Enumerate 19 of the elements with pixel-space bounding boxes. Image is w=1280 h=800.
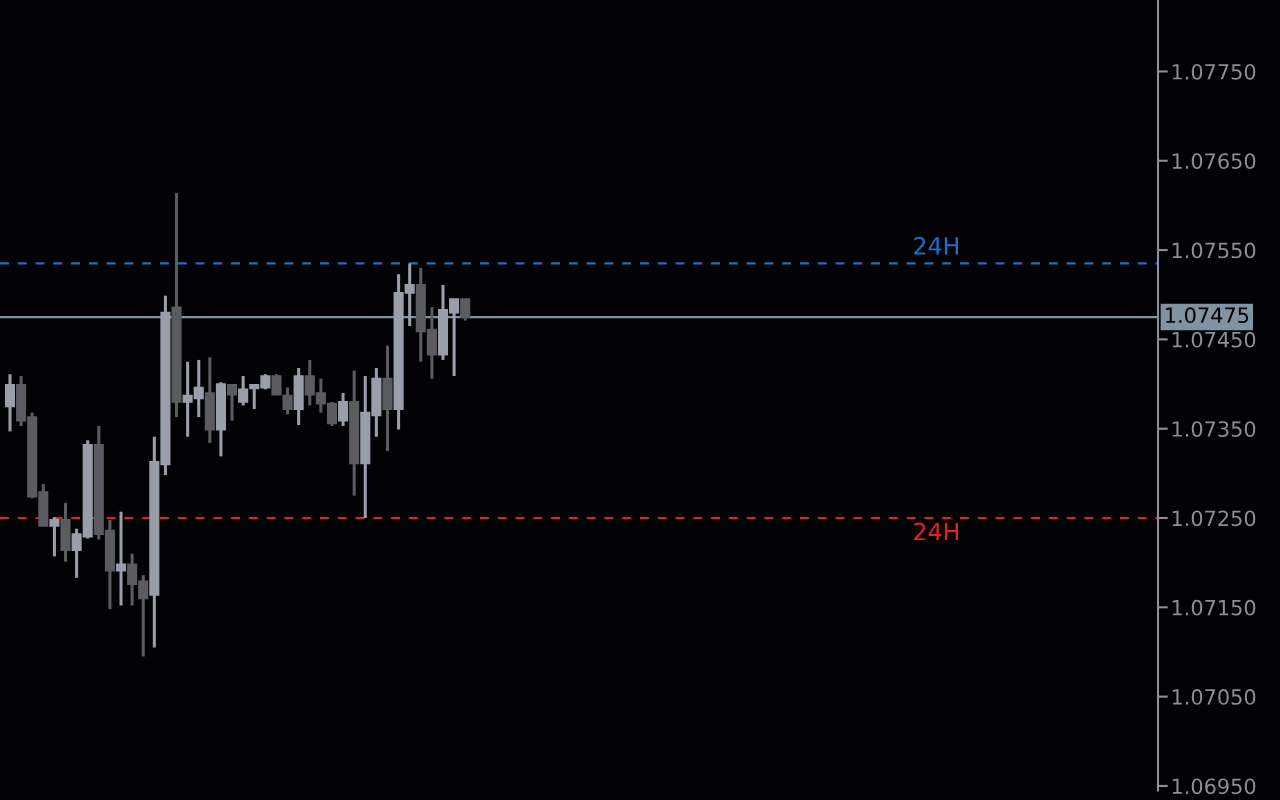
candlestick [49, 517, 60, 557]
y-tick-label: 1.06950 [1172, 778, 1256, 795]
candlestick [238, 376, 249, 406]
ref-line-label: 24H [914, 522, 958, 541]
y-tick-label: 1.07250 [1172, 510, 1256, 527]
candlestick [226, 384, 238, 421]
candlestick [338, 392, 349, 427]
y-tick-label: 1.07550 [1172, 242, 1256, 259]
y-tick-label: 1.07750 [1172, 63, 1256, 80]
y-tick-label: 1.07050 [1172, 689, 1256, 705]
ref-line-label: 24H [914, 236, 958, 255]
candlestick [4, 374, 16, 432]
candlestick [460, 298, 471, 321]
y-tick-label: 1.07450 [1172, 331, 1256, 348]
y-tick-label: 1.07150 [1172, 599, 1256, 616]
y-tick-label: 1.07350 [1172, 421, 1256, 437]
candlestick [115, 511, 127, 606]
y-tick-label: 1.07650 [1172, 153, 1256, 169]
ref-line-label: 1.07475 [1166, 307, 1249, 324]
